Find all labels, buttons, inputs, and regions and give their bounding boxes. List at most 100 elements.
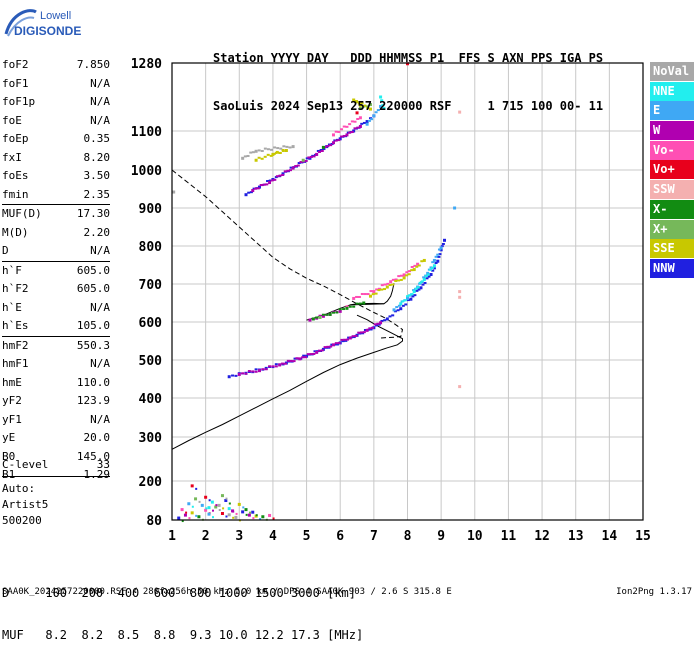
es-echo-point: [195, 487, 198, 490]
param-row: foF2 7.850: [2, 56, 110, 75]
es-echo-point: [180, 508, 184, 512]
echo-point-nnw: [274, 363, 278, 366]
echo-point-nnw: [440, 245, 444, 248]
param-label: hmF1: [2, 357, 29, 370]
param-value: 8.20: [83, 150, 111, 164]
echo-point-e: [453, 206, 457, 210]
echo-point-w: [343, 338, 347, 341]
auto-scaling-info: Auto: Artist5 500200: [2, 481, 48, 529]
legend-item-vo-: Vo+: [650, 160, 694, 180]
echo-point-e: [372, 114, 376, 118]
echo-point-x-: [355, 302, 359, 305]
electron-density-profile-line: [171, 314, 403, 450]
y-tick-label: 400: [139, 392, 163, 407]
es-echo-point: [237, 502, 241, 506]
echo-point-nnw: [438, 253, 442, 256]
param-value: 105.0: [76, 319, 110, 332]
echo-point-nnw: [360, 122, 364, 125]
legend-item-x-: X+: [650, 219, 694, 239]
echo-point-sse: [278, 151, 282, 154]
echo-point-nnw: [338, 137, 342, 141]
es-echo-point: [220, 512, 224, 515]
es-echo-point: [214, 505, 218, 509]
echo-point-nnw: [302, 354, 306, 357]
x-tick-label: 12: [534, 529, 550, 544]
param-row: h`F 605.0: [2, 262, 110, 281]
es-echo-point: [181, 520, 184, 523]
echo-point-nnw: [293, 357, 297, 360]
echo-point-sse: [405, 274, 409, 277]
echo-point-x-: [362, 301, 366, 305]
es-echo-point: [190, 511, 194, 515]
auto-label: Auto:: [2, 482, 36, 495]
echo-point-e: [431, 261, 435, 264]
echo-point-sse: [355, 101, 359, 104]
echo-point-w: [289, 359, 293, 362]
c-level-row: C-level 33: [2, 456, 110, 474]
echo-point-nne: [399, 302, 403, 306]
echo-point-nnw: [391, 314, 395, 317]
echo-point-w: [286, 359, 290, 362]
echo-point-sse: [354, 100, 358, 103]
echo-point-sse: [383, 288, 387, 291]
echo-point-noval: [251, 151, 255, 154]
x-tick-label: 8: [404, 529, 412, 544]
param-row: foF1 N/A: [2, 75, 110, 94]
echo-point-e: [422, 276, 426, 279]
echo-point-sse: [360, 102, 364, 105]
param-value: N/A: [90, 244, 110, 257]
echo-point-w: [346, 338, 350, 341]
echo-point-sse: [366, 107, 370, 110]
echo-point-vo-: [375, 288, 379, 291]
echo-point-vo-: [355, 295, 359, 298]
param-row: h`F2 605.0: [2, 280, 110, 299]
echo-point-e: [426, 271, 430, 275]
echo-point-w: [292, 360, 296, 363]
echo-point-nne: [381, 104, 385, 107]
es-echo-point: [207, 512, 211, 516]
file-info: SAA0K_2024257220000.RSF / 280fx256h 50 k…: [2, 587, 452, 597]
es-echo-point: [251, 510, 255, 514]
es-echo-point: [215, 504, 218, 507]
echo-point-sse: [257, 156, 261, 159]
es-echo-point: [198, 500, 201, 503]
echo-point-sse: [420, 260, 424, 263]
param-label: foEs: [2, 169, 29, 182]
es-echo-point: [249, 511, 252, 514]
x-tick-label: 10: [467, 529, 483, 544]
echo-point-x-: [352, 305, 356, 308]
echo-point-e: [406, 296, 409, 300]
echo-point-e: [365, 122, 369, 126]
echo-point-nnw: [234, 374, 238, 377]
es-echo-point: [177, 516, 181, 520]
auto-code: 500200: [2, 514, 42, 527]
echo-point-nnw: [436, 259, 440, 263]
echo-point-x-: [311, 317, 315, 321]
param-label: B0: [2, 449, 16, 463]
es-echo-point: [222, 507, 225, 510]
echo-point-w: [259, 184, 263, 187]
param-row: B1 1.29: [2, 466, 110, 485]
echo-point-w: [308, 318, 312, 322]
echo-point-w: [257, 369, 261, 373]
echo-point-w: [373, 323, 377, 326]
echo-point-sse: [394, 279, 398, 282]
x-tick-label: 15: [635, 529, 651, 544]
echo-point-vo-: [380, 284, 384, 287]
chart-grid: [171, 62, 644, 521]
echo-point-vo-: [416, 262, 420, 266]
param-label: M(D): [2, 225, 29, 239]
echo-point-e: [439, 246, 443, 250]
echo-point-w: [348, 131, 352, 134]
echo-point-noval: [243, 155, 247, 158]
echo-point-x-: [321, 313, 325, 316]
echo-point-nne: [408, 294, 412, 297]
echo-point-w: [323, 146, 327, 149]
y-tick-label: 500: [139, 354, 163, 369]
param-row: hmE 110.0: [2, 374, 110, 393]
echo-point-ssw: [458, 110, 462, 114]
echo-point-nne: [428, 268, 432, 271]
echo-point-sse: [254, 158, 258, 162]
es-echo-point: [247, 513, 251, 517]
echo-point-w: [365, 328, 369, 332]
